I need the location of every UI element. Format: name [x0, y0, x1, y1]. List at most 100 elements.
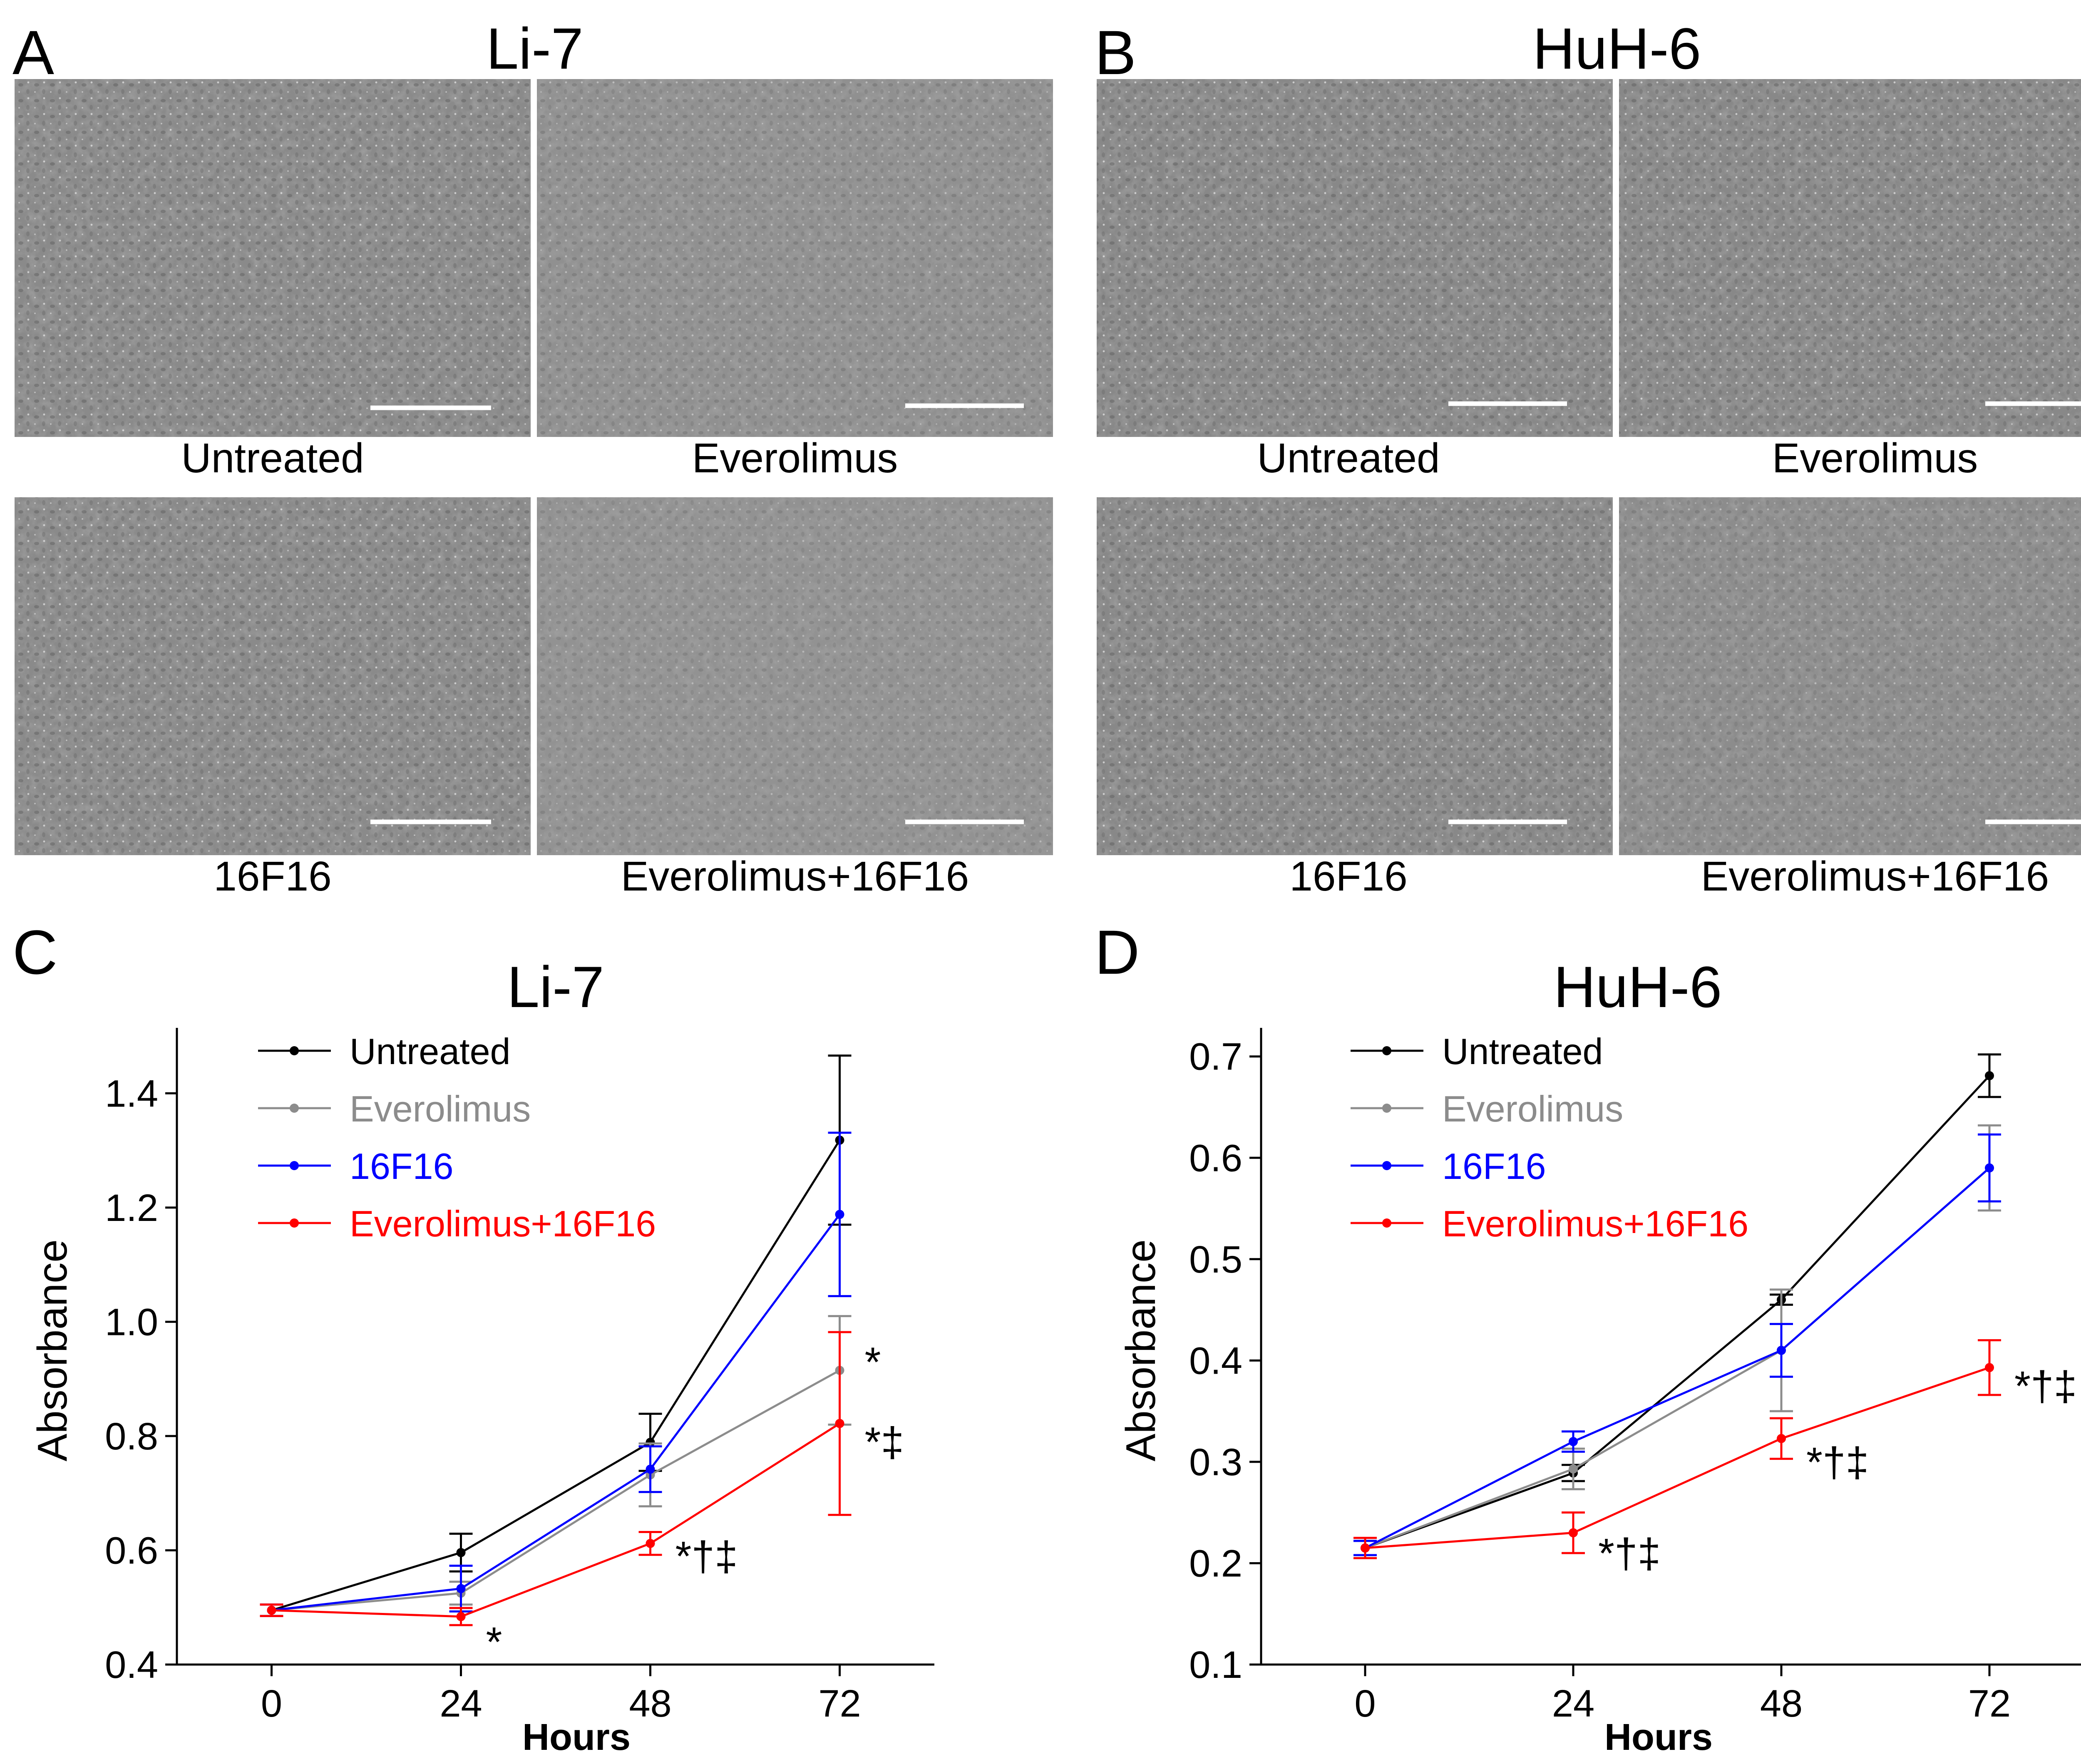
- data-point: [1569, 1464, 1578, 1474]
- series-line: [1365, 1075, 1990, 1549]
- legend-marker: [290, 1046, 299, 1055]
- label-li7-16f16: 16F16: [214, 853, 332, 900]
- micrograph-li7-everolimus: [537, 79, 1053, 437]
- label-li7-untreated: Untreated: [181, 435, 364, 481]
- panel-letter-b: B: [1095, 17, 1136, 87]
- data-point: [1985, 1163, 1994, 1173]
- legend-label: Untreated: [350, 1031, 510, 1072]
- y-tick-label: 0.4: [1189, 1340, 1242, 1382]
- y-tick-label: 0.3: [1189, 1441, 1242, 1484]
- label-li7-combo: Everolimus+16F16: [621, 853, 969, 900]
- data-point: [646, 1438, 655, 1447]
- legend-marker: [290, 1104, 299, 1113]
- x-tick-label: 72: [1968, 1682, 2011, 1725]
- data-point: [456, 1584, 466, 1593]
- y-tick-label: 0.8: [105, 1415, 158, 1458]
- legend-label: Everolimus+16F16: [1442, 1203, 1748, 1244]
- significance-annotation: *†‡: [675, 1533, 738, 1580]
- y-tick-label: 0.4: [105, 1644, 158, 1686]
- significance-annotation: *‡: [865, 1419, 904, 1466]
- series-untreated: [260, 1054, 852, 1617]
- micrograph-huh6-16f16: [1097, 497, 1613, 855]
- significance-annotation: *†‡: [2014, 1363, 2077, 1409]
- series-f16: [1353, 1133, 2001, 1556]
- legend-label: 16F16: [1442, 1146, 1546, 1187]
- x-axis-label: Hours: [522, 1717, 631, 1758]
- legend-label: Everolimus: [1442, 1088, 1623, 1129]
- label-huh6-combo: Everolimus+16F16: [1701, 853, 2049, 900]
- panel-letter-c: C: [12, 917, 57, 987]
- li7-micrograph-title: Li-7: [486, 16, 583, 81]
- y-tick-label: 0.6: [105, 1529, 158, 1572]
- data-point: [1777, 1346, 1786, 1355]
- data-point: [1569, 1528, 1578, 1538]
- series-line: [1365, 1367, 1990, 1549]
- data-point: [646, 1464, 655, 1474]
- y-tick-label: 1.0: [105, 1301, 158, 1343]
- micrograph-huh6-combo: [1619, 497, 2081, 855]
- data-point: [835, 1210, 844, 1219]
- micrograph-li7-untreated: [15, 79, 531, 437]
- legend-marker: [1382, 1218, 1391, 1228]
- micrograph-li7-combo: [537, 497, 1053, 855]
- significance-annotation: *: [486, 1619, 502, 1665]
- chart-title: HuH-6: [1554, 954, 1722, 1020]
- series-f16: [260, 1131, 852, 1617]
- x-axis-label: Hours: [1604, 1717, 1713, 1758]
- y-tick-label: 1.4: [105, 1072, 158, 1115]
- data-point: [1985, 1071, 1994, 1080]
- series-line: [271, 1213, 841, 1612]
- data-point: [267, 1605, 276, 1615]
- micrograph-huh6-everolimus: [1619, 79, 2081, 437]
- legend-marker: [1382, 1046, 1391, 1055]
- series-combo: [1353, 1339, 2001, 1559]
- legend-label: 16F16: [350, 1146, 454, 1187]
- data-point: [456, 1548, 466, 1557]
- chart-li7: Li-7 Absorbance Hours 0.4 0.6 0.8 1.0 1.2 1.4 0 24…: [29, 954, 934, 1758]
- chart-title: Li-7: [507, 954, 604, 1020]
- y-tick-label: 1.2: [105, 1187, 158, 1229]
- x-tick-label: 48: [1760, 1682, 1803, 1725]
- legend-label: Untreated: [1442, 1031, 1603, 1072]
- y-axis-label: Absorbance: [29, 1239, 76, 1461]
- panel-letter-a: A: [12, 17, 54, 87]
- data-point: [646, 1538, 655, 1548]
- series-line: [1364, 1167, 1990, 1549]
- y-tick-label: 0.1: [1189, 1644, 1242, 1686]
- significance-annotation: *: [865, 1339, 881, 1385]
- legend-label: Everolimus+16F16: [350, 1203, 656, 1244]
- x-tick-label: 48: [629, 1682, 671, 1725]
- huh6-micrograph-title: HuH-6: [1533, 16, 1701, 81]
- x-tick-label: 0: [1354, 1682, 1376, 1725]
- chart-huh6: HuH-6 Absorbance Hours 0.1 0.2 0.3 0.4 0.5 0.6 0.…: [1117, 954, 2081, 1758]
- series-everolimus: [1353, 1124, 2001, 1556]
- significance-annotation: *†‡: [1806, 1439, 1869, 1486]
- panel-letter-d: D: [1095, 917, 1140, 987]
- data-point: [1569, 1437, 1578, 1446]
- micrograph-li7-16f16: [15, 497, 531, 855]
- x-tick-label: 24: [1552, 1682, 1594, 1725]
- series-line: [271, 1369, 840, 1612]
- x-tick-label: 24: [440, 1682, 482, 1725]
- y-tick-label: 0.2: [1189, 1542, 1242, 1585]
- series-untreated: [1353, 1053, 2001, 1556]
- series-line: [271, 1422, 840, 1618]
- series-line: [271, 1139, 841, 1611]
- y-tick-label: 0.6: [1189, 1137, 1242, 1179]
- micrograph-huh6-untreated: [1097, 79, 1613, 437]
- data-point: [1361, 1543, 1370, 1553]
- label-huh6-16f16: 16F16: [1289, 853, 1408, 900]
- y-tick-label: 0.7: [1189, 1036, 1242, 1078]
- label-huh6-untreated: Untreated: [1257, 435, 1440, 481]
- data-point: [456, 1612, 466, 1621]
- data-point: [1985, 1363, 1994, 1372]
- legend-marker: [1382, 1104, 1391, 1113]
- y-axis-label: Absorbance: [1117, 1239, 1164, 1461]
- x-tick-label: 72: [818, 1682, 861, 1725]
- legend-marker: [290, 1161, 299, 1170]
- data-point: [835, 1419, 844, 1428]
- x-tick-label: 0: [261, 1682, 282, 1725]
- legend-marker: [290, 1218, 299, 1228]
- label-li7-everolimus: Everolimus: [692, 435, 898, 481]
